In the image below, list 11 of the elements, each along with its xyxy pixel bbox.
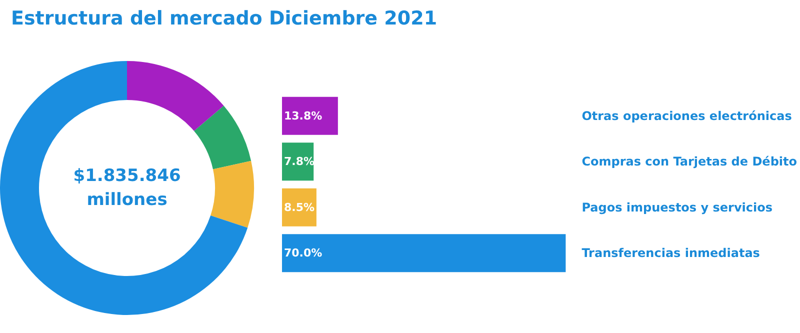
bar: [282, 234, 566, 272]
y-tick-label: Otras operaciones electrónicas: [582, 108, 792, 123]
y-tick-label: Transferencias inmediatas: [582, 246, 760, 260]
y-tick-label: Compras con Tarjetas de Débito: [582, 154, 798, 169]
data-label: 70.0%: [284, 246, 322, 260]
chart-title: Estructura del mercado Diciembre 2021: [11, 8, 438, 30]
data-label: 13.8%: [284, 109, 322, 122]
y-tick-label: Pagos impuestos y servicios: [582, 200, 773, 214]
text: $1.835.846 millones: [73, 166, 181, 210]
bar: [282, 96, 338, 135]
data-label: 8.5%: [284, 200, 315, 214]
